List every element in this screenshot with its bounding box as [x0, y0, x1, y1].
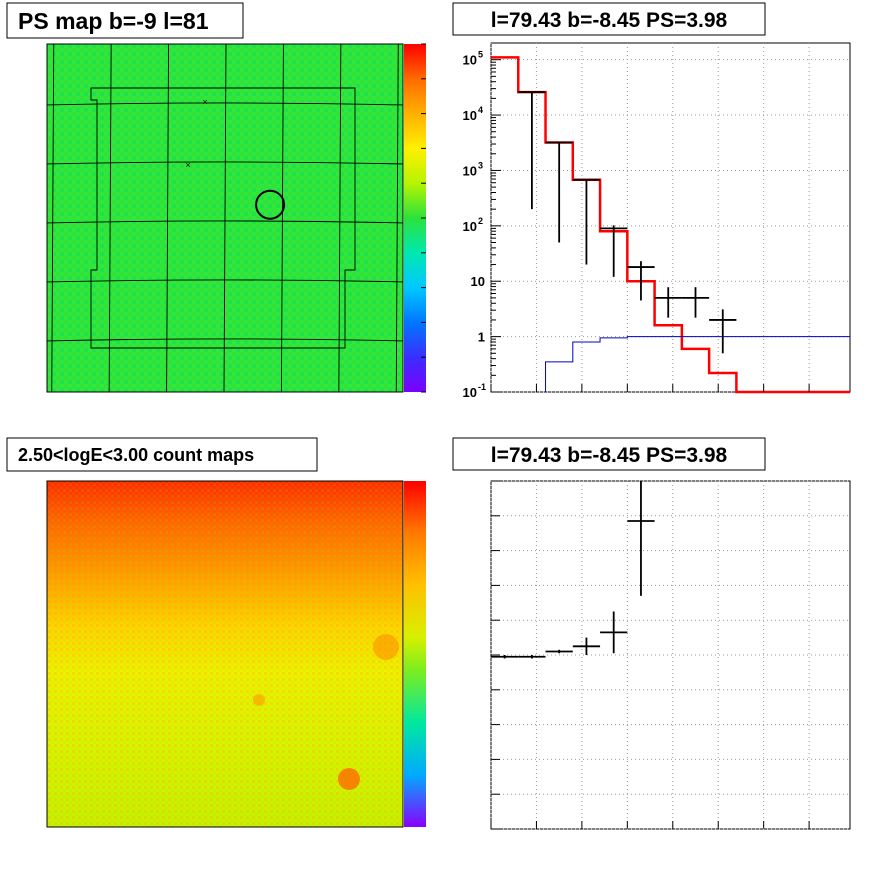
y-tick-label: 10: [463, 108, 477, 123]
roi-outline: [90, 87, 356, 349]
title-bottom-left: 2.50<logE<3.00 count maps: [18, 445, 254, 465]
title-top-left: PS map b=-9 l=81: [18, 8, 209, 34]
source-b-blob: [338, 768, 360, 790]
ps-map-panel: ××: [46, 43, 426, 393]
y-tick-exponent: 2: [478, 216, 483, 226]
map-grid-b: [46, 161, 404, 165]
map-grid-l: [395, 43, 399, 393]
map-grid-b: [46, 338, 404, 342]
map-grid-l: [338, 43, 342, 393]
target-position-circle: [255, 189, 286, 220]
y-tick-label: 10: [471, 274, 485, 289]
y-tick-label: 10: [463, 53, 477, 68]
y-tick-label: 10: [463, 385, 477, 400]
title-bottom-right-box: l=79.43 b=-8.45 PS=3.98: [452, 437, 766, 471]
y-tick-exponent: 3: [478, 160, 483, 170]
map-grid-l: [166, 43, 170, 393]
map-grid-l: [280, 43, 284, 393]
count-map-panel: [46, 480, 426, 828]
cross-marker: ×: [202, 97, 207, 107]
residual-panel: [490, 480, 851, 830]
ps-map-colorbar: [404, 44, 426, 392]
title-top-right-box: l=79.43 b=-8.45 PS=3.98: [452, 2, 766, 36]
map-grid-b: [46, 279, 404, 283]
map-grid-l: [223, 43, 227, 393]
y-tick-exponent: -1: [478, 382, 486, 392]
y-tick-label: 10: [463, 219, 477, 234]
title-bottom-left-box: 2.50<logE<3.00 count maps: [6, 437, 318, 472]
count-map-colorbar: [404, 481, 426, 827]
map-grid-b: [46, 220, 404, 224]
title-top-left-box: PS map b=-9 l=81: [6, 2, 244, 39]
title-top-right: l=79.43 b=-8.45 PS=3.98: [491, 9, 728, 32]
source-d-blob: [373, 634, 399, 660]
cross-marker: ×: [185, 160, 190, 170]
title-bottom-right: l=79.43 b=-8.45 PS=3.98: [491, 444, 728, 467]
model-histogram: [491, 56, 850, 394]
map-grid-l: [51, 43, 55, 393]
background-histogram: [545, 336, 850, 392]
map-grid-b: [46, 102, 404, 106]
y-tick-label: 10: [463, 163, 477, 178]
source-a-blob: [253, 694, 265, 706]
y-tick-exponent: 5: [478, 50, 483, 60]
y-tick-label: 1: [478, 330, 485, 345]
y-tick-exponent: 4: [478, 105, 483, 115]
map-grid-l: [108, 43, 112, 393]
